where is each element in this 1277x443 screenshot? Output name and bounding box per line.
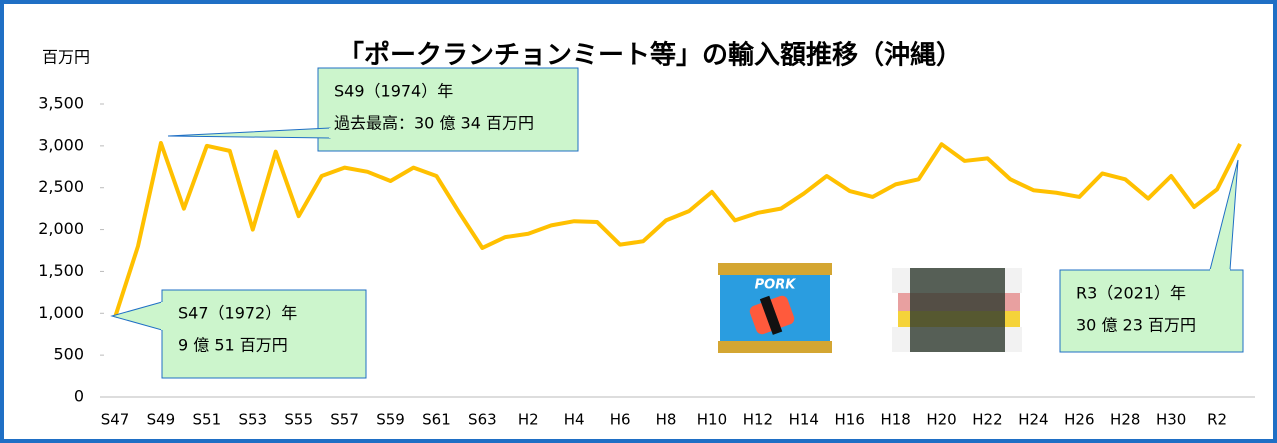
x-tick-label: H8	[656, 411, 677, 429]
callout-text: 30 億 23 百万円	[1076, 316, 1196, 335]
onigiri	[892, 268, 1022, 352]
y-tick-label: 2,000	[38, 219, 84, 238]
callout-text: 過去最高：30 億 34 百万円	[334, 114, 534, 133]
callout-box	[1059, 269, 1244, 353]
y-tick-label: 3,000	[38, 135, 84, 154]
x-tick-label: S51	[193, 411, 222, 429]
pork-can: PORK	[718, 263, 832, 353]
callout-text: S47（1972）年	[178, 304, 297, 323]
x-tick-label: H20	[926, 411, 956, 429]
callout-text: R3（2021）年	[1076, 284, 1186, 303]
x-tick-label: S55	[284, 411, 313, 429]
x-tick-label: H30	[1156, 411, 1186, 429]
chart-title: 「ポークランチョンミート等」の輸入額推移（沖縄）	[338, 40, 962, 71]
x-tick-label: H10	[697, 411, 727, 429]
x-tick-label: S63	[468, 411, 497, 429]
x-tick-label: S53	[238, 411, 267, 429]
x-tick-label: H24	[1018, 411, 1048, 429]
x-tick-label: S49	[147, 411, 176, 429]
y-tick-label: 2,500	[38, 177, 84, 196]
x-tick-label: H6	[610, 411, 631, 429]
x-tick-label: S61	[422, 411, 451, 429]
x-tick-label: S47	[101, 411, 130, 429]
y-axis-label: 百万円	[42, 48, 90, 67]
x-tick-label: H4	[564, 411, 585, 429]
x-tick-label: H16	[835, 411, 865, 429]
callout: R3（2021）年 30 億 23 百万円	[1059, 159, 1244, 353]
callout: S47（1972）年 9 億 51 百万円	[110, 289, 367, 379]
x-tick-label: H22	[972, 411, 1002, 429]
x-tick-label: H14	[789, 411, 819, 429]
x-tick-label: H12	[743, 411, 773, 429]
y-tick-label: 1,000	[38, 303, 84, 322]
callout-box	[161, 289, 367, 379]
can-label: PORK	[755, 278, 797, 293]
x-tick-label: H18	[880, 411, 910, 429]
y-tick-label: 1,500	[38, 261, 84, 280]
x-tick-label: H2	[518, 411, 539, 429]
x-tick-label: S59	[376, 411, 405, 429]
callout-text: S49（1974）年	[334, 82, 453, 101]
x-tick-label: S57	[330, 411, 359, 429]
y-tick-label: 3,500	[38, 94, 84, 113]
y-tick-label: 500	[53, 345, 84, 364]
x-tick-label: H26	[1064, 411, 1094, 429]
series-line	[113, 141, 1242, 319]
x-tick-label: R2	[1207, 411, 1227, 429]
y-tick-label: 0	[74, 387, 84, 406]
x-tick-label: H28	[1110, 411, 1140, 429]
callout-box	[317, 67, 579, 152]
callout-text: 9 億 51 百万円	[178, 336, 288, 355]
